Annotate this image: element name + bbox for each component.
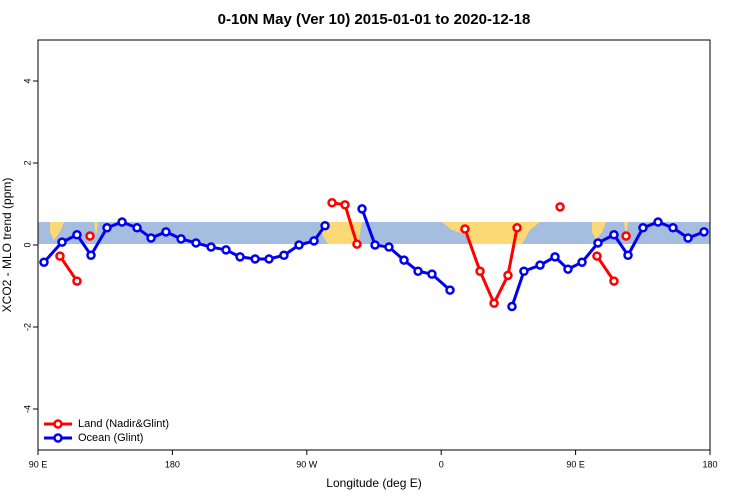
data-point <box>102 223 112 233</box>
data-point <box>264 254 274 264</box>
legend-marker <box>53 419 63 429</box>
data-point <box>507 301 517 312</box>
data-point <box>57 237 67 247</box>
data-point <box>592 251 602 261</box>
data-point <box>132 223 142 233</box>
data-point <box>352 239 362 249</box>
data-point <box>623 250 633 260</box>
data-point <box>699 227 709 237</box>
data-point <box>535 260 545 270</box>
data-point <box>445 285 455 295</box>
data-point <box>327 198 337 208</box>
map-strip <box>38 222 710 244</box>
x-tick-label: 90 W <box>296 459 318 469</box>
chart-title: 0-10N May (Ver 10) 2015-01-01 to 2020-12… <box>218 11 531 28</box>
legend-label: Land (Nadir&Glint) <box>78 418 169 430</box>
data-point <box>294 240 304 250</box>
data-point <box>512 223 522 233</box>
data-point <box>206 242 216 252</box>
x-axis-label: Longitude (deg E) <box>326 476 421 490</box>
data-point <box>39 257 49 267</box>
data-point <box>519 266 529 276</box>
data-point <box>563 264 573 274</box>
data-point <box>146 233 156 243</box>
data-point <box>85 231 95 241</box>
data-point <box>503 270 513 281</box>
data-point <box>460 224 470 234</box>
data-point <box>399 255 409 265</box>
data-point <box>683 233 693 243</box>
data-point <box>370 240 380 250</box>
data-point <box>653 217 663 227</box>
data-point <box>555 202 565 212</box>
y-tick-label: 0 <box>22 242 32 247</box>
x-tick-label: 180 <box>702 459 717 469</box>
data-point <box>427 269 437 279</box>
x-tick-label: 90 E <box>566 459 585 469</box>
data-point <box>475 266 485 276</box>
data-point <box>161 227 171 237</box>
data-point <box>550 252 560 262</box>
data-point <box>340 200 350 210</box>
data-point <box>621 231 631 241</box>
data-point <box>72 276 82 286</box>
series-line <box>595 255 616 282</box>
data-point <box>191 238 201 248</box>
data-point <box>221 245 231 255</box>
data-point <box>117 217 127 227</box>
data-point <box>638 223 648 233</box>
data-point <box>593 238 603 248</box>
y-tick-label: -4 <box>22 405 32 413</box>
y-tick-label: -2 <box>22 323 32 331</box>
data-point <box>235 252 245 262</box>
data-point <box>577 257 587 267</box>
x-tick-label: 180 <box>165 459 180 469</box>
x-tick-label: 90 E <box>29 459 48 469</box>
y-tick-label: 2 <box>22 160 32 165</box>
data-point <box>489 298 499 308</box>
data-point <box>609 230 619 240</box>
data-point <box>279 250 289 260</box>
data-point <box>357 204 367 214</box>
data-point <box>72 230 82 240</box>
data-point <box>86 250 96 260</box>
data-point <box>176 234 186 244</box>
data-point <box>668 223 678 233</box>
data-point <box>609 276 619 286</box>
legend-marker <box>53 433 63 443</box>
data-point <box>55 251 65 261</box>
data-point <box>384 242 394 252</box>
x-tick-label: 0 <box>439 459 444 469</box>
data-point <box>320 220 330 231</box>
data-point <box>413 266 423 276</box>
y-tick-label: 4 <box>22 78 32 83</box>
data-point <box>309 236 319 246</box>
y-axis-label: XCO2 - MLO trend (ppm) <box>0 178 14 313</box>
data-point <box>250 254 260 264</box>
legend-label: Ocean (Glint) <box>78 432 143 444</box>
series-line <box>58 255 79 282</box>
